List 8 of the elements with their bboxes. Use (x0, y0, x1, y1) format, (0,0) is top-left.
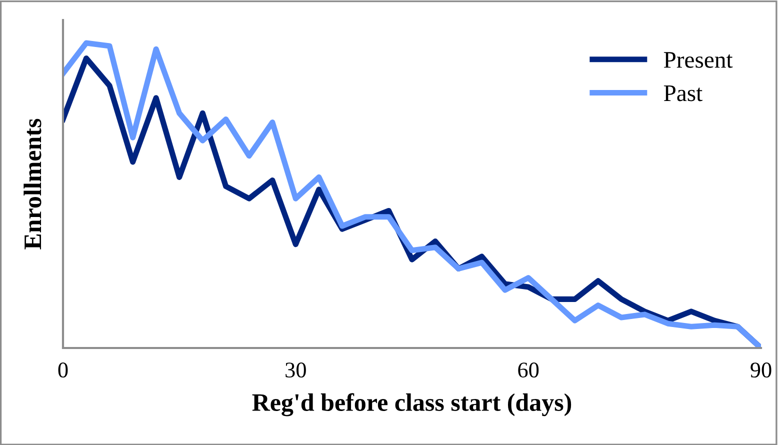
legend-label: Present (664, 52, 733, 68)
x-tick-label: 60 (518, 362, 539, 378)
y-axis-title: Enrollments (24, 118, 42, 250)
legend-label: Past (664, 86, 702, 102)
x-tick-label: 0 (58, 362, 68, 378)
x-tick-label: 90 (750, 362, 772, 378)
x-axis-title: Reg'd before class start (days) (252, 393, 572, 416)
x-tick-label: 30 (286, 362, 306, 378)
